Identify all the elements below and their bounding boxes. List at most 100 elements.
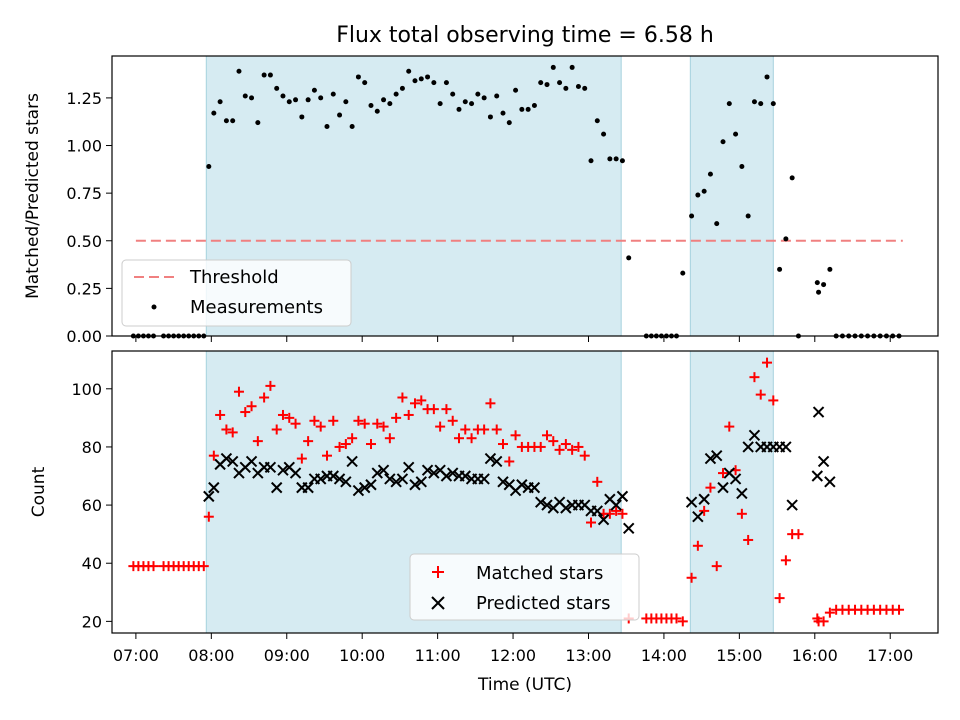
measurement-point bbox=[783, 236, 789, 242]
predicted-star-marker bbox=[365, 479, 377, 491]
top-x-ticks bbox=[135, 336, 891, 342]
matched-star-marker bbox=[215, 409, 226, 420]
measurement-point bbox=[242, 93, 248, 99]
matched-star-marker bbox=[894, 604, 905, 615]
matched-star-marker bbox=[749, 372, 760, 383]
measurement-point bbox=[456, 106, 462, 112]
measurement-point bbox=[324, 123, 330, 129]
measurement-point bbox=[280, 93, 286, 99]
measurement-point bbox=[236, 68, 242, 74]
matched-star-marker bbox=[573, 441, 584, 452]
predicted-star-marker bbox=[535, 496, 547, 508]
measurement-point bbox=[418, 76, 424, 82]
measurement-point bbox=[494, 93, 500, 99]
matched-star-marker bbox=[479, 424, 490, 435]
measurement-points bbox=[130, 64, 902, 339]
predicted-star-marker bbox=[484, 452, 497, 465]
measurement-point bbox=[255, 120, 261, 126]
predicted-star-marker bbox=[717, 481, 729, 494]
matched-star-marker bbox=[611, 505, 622, 516]
predicted-star-marker bbox=[440, 470, 453, 482]
measurement-point bbox=[299, 114, 305, 120]
matched-star-marker bbox=[240, 407, 251, 418]
predicted-star-marker bbox=[704, 452, 717, 465]
matched-star-marker bbox=[504, 456, 515, 467]
matched-star-marker bbox=[718, 468, 729, 479]
shaded-interval bbox=[689, 55, 774, 337]
measurement-point bbox=[230, 118, 236, 124]
matched-star-marker bbox=[296, 453, 307, 464]
y-tick-label: 0.75 bbox=[66, 184, 102, 203]
measurement-point bbox=[613, 156, 619, 162]
measurement-point bbox=[393, 91, 399, 97]
matched-star-marker bbox=[705, 482, 716, 493]
matched-star-marker bbox=[567, 444, 578, 455]
x-tick-label: 15:00 bbox=[716, 646, 762, 665]
matched-star-marker bbox=[548, 436, 559, 447]
predicted-star-marker bbox=[415, 476, 427, 488]
matched-star-marker bbox=[453, 433, 464, 444]
matched-star-marker bbox=[372, 418, 383, 429]
matched-star-marker bbox=[365, 439, 376, 450]
measurement-point bbox=[513, 87, 519, 93]
measurement-point bbox=[337, 112, 343, 118]
measurement-point bbox=[714, 221, 720, 227]
measurement-point bbox=[751, 99, 757, 105]
predicted-star-marker bbox=[560, 502, 572, 514]
matched-star-marker bbox=[617, 508, 628, 519]
matched-star-marker bbox=[435, 421, 446, 432]
matched-star-marker bbox=[554, 444, 565, 455]
predicted-star-marker bbox=[371, 467, 383, 479]
predicted-star-marker bbox=[447, 467, 459, 479]
measurement-point bbox=[443, 80, 449, 86]
measurement-point bbox=[707, 171, 713, 177]
y-tick-label: 20 bbox=[82, 612, 102, 631]
y-tick-label: 80 bbox=[82, 438, 102, 457]
predicted-legend-swatch bbox=[431, 596, 445, 610]
matched-star-marker bbox=[403, 409, 414, 420]
measurement-point bbox=[223, 118, 229, 124]
measurement-point bbox=[500, 110, 506, 116]
measurement-point bbox=[362, 80, 368, 86]
matched-star-marker bbox=[328, 415, 339, 426]
matched-star-marker bbox=[290, 418, 301, 429]
measurement-point bbox=[387, 101, 393, 107]
matched-star-marker bbox=[460, 424, 471, 435]
measurement-point bbox=[406, 68, 412, 74]
measurement-point bbox=[399, 85, 405, 91]
measurement-point bbox=[563, 85, 569, 91]
matched-star-marker bbox=[743, 534, 754, 545]
matched-star-marker bbox=[384, 433, 395, 444]
predicted-star-marker bbox=[748, 429, 761, 442]
bottom-panel-frame bbox=[111, 350, 939, 634]
measurements-legend-label: Measurements bbox=[190, 297, 323, 318]
measurement-point bbox=[506, 120, 512, 126]
measurement-point bbox=[821, 282, 827, 288]
matched-star-marker bbox=[818, 616, 829, 627]
matched-star-marker bbox=[560, 439, 571, 450]
top-legend: Threshold Measurements bbox=[121, 259, 352, 327]
predicted-star-marker bbox=[346, 455, 358, 468]
matched-star-marker bbox=[762, 357, 773, 368]
measurement-point bbox=[745, 213, 751, 219]
shaded-interval bbox=[689, 350, 774, 634]
measurement-point bbox=[311, 87, 317, 93]
x-axis-label: Time (UTC) bbox=[477, 675, 572, 695]
predicted-star-marker bbox=[817, 455, 830, 468]
measurement-point bbox=[816, 289, 822, 295]
measurement-point bbox=[217, 99, 223, 105]
matched-star-marker bbox=[692, 540, 703, 551]
matched-star-marker bbox=[755, 389, 766, 400]
measurement-point bbox=[211, 110, 217, 116]
bottom-y-ticks: 20 40 60 80 100 bbox=[71, 380, 112, 631]
predicted-star-marker bbox=[591, 505, 603, 517]
top-legend-box bbox=[121, 259, 352, 327]
predicted-star-marker bbox=[711, 449, 723, 462]
measurement-point bbox=[349, 123, 355, 129]
predicted-star-marker bbox=[824, 476, 836, 488]
measurement-point bbox=[355, 74, 361, 80]
measurement-point bbox=[469, 101, 475, 107]
x-tick-label: 09:00 bbox=[264, 646, 310, 665]
predicted-star-marker bbox=[516, 479, 528, 491]
